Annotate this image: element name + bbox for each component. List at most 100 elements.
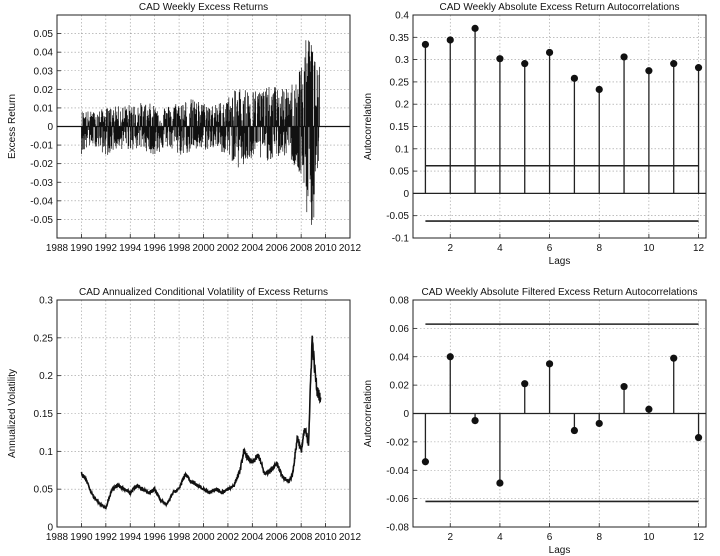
x-tick-label: 1990 bbox=[70, 532, 93, 543]
y-tick-label: -0.02 bbox=[386, 437, 409, 448]
stem-marker bbox=[670, 60, 678, 68]
x-tick-label: 1990 bbox=[70, 243, 93, 254]
x-tick-label: 2012 bbox=[339, 532, 362, 543]
y-tick-label: 0.35 bbox=[390, 33, 410, 44]
y-tick-label: 0 bbox=[47, 122, 53, 133]
y-tick-label: 0.02 bbox=[390, 381, 410, 392]
x-tick-label: 8 bbox=[596, 243, 602, 254]
y-axis-label: Autocorrelation bbox=[363, 93, 374, 160]
chart-title: CAD Annualized Conditional Volatility of… bbox=[79, 287, 328, 298]
stem-marker bbox=[521, 60, 529, 68]
y-tick-label: -0.01 bbox=[30, 141, 53, 152]
stem-marker bbox=[595, 419, 603, 428]
stem-marker bbox=[694, 64, 703, 72]
stem-marker bbox=[545, 48, 554, 57]
y-tick-label: 0.15 bbox=[390, 122, 410, 133]
y-tick-label: 0.25 bbox=[34, 333, 54, 344]
stem-marker bbox=[496, 479, 504, 487]
x-tick-label: 4 bbox=[497, 243, 503, 254]
y-tick-label: 0.1 bbox=[39, 447, 53, 458]
chart-title: CAD Weekly Absolute Excess Return Autoco… bbox=[440, 2, 680, 13]
x-tick-label: 2 bbox=[447, 532, 453, 543]
y-axis-label: Autocorrelation bbox=[363, 380, 374, 447]
y-tick-label: -0.08 bbox=[386, 523, 409, 534]
x-tick-label: 1998 bbox=[168, 532, 191, 543]
x-tick-label: 2006 bbox=[266, 243, 289, 254]
y-tick-label: -0.1 bbox=[392, 234, 410, 245]
x-tick-label: 1996 bbox=[144, 532, 167, 543]
x-tick-label: 1994 bbox=[119, 243, 142, 254]
x-tick-label: 8 bbox=[596, 532, 602, 543]
chart-title: CAD Weekly Excess Returns bbox=[139, 2, 268, 13]
chart-panel-2: 2 4 6 8 10 12 -0.1 -0.05 0 0.05 0.1 0.15 0.2 0.25 0.3 0… bbox=[363, 2, 707, 267]
y-tick-label: 0.25 bbox=[390, 77, 410, 88]
x-tick-label: 12 bbox=[693, 532, 705, 543]
x-tick-label: 2008 bbox=[290, 243, 313, 254]
y-tick-label: -0.04 bbox=[30, 196, 53, 207]
x-tick-label: 1998 bbox=[168, 243, 191, 254]
chart-title: CAD Weekly Absolute Filtered Excess Retu… bbox=[421, 287, 697, 298]
x-tick-label: 2004 bbox=[241, 243, 264, 254]
x-tick-label: 2 bbox=[447, 243, 453, 254]
y-tick-label: 0 bbox=[403, 409, 409, 420]
x-tick-label: 2000 bbox=[192, 243, 215, 254]
y-tick-label: 0.02 bbox=[34, 85, 54, 96]
stem-marker bbox=[694, 434, 703, 442]
y-tick-label: -0.02 bbox=[30, 159, 53, 170]
y-axis-label: Excess Return bbox=[7, 94, 18, 159]
y-tick-label: 0 bbox=[47, 523, 53, 534]
stem-marker bbox=[595, 85, 603, 94]
stem-marker bbox=[471, 416, 479, 425]
y-tick-label: 0.08 bbox=[390, 296, 410, 307]
stem-marker bbox=[446, 36, 454, 44]
y-tick-label: 0.01 bbox=[34, 103, 54, 114]
x-tick-label: 1992 bbox=[95, 243, 118, 254]
stem-marker bbox=[421, 458, 430, 466]
x-tick-label: 2004 bbox=[241, 532, 264, 543]
series-volatility bbox=[80, 335, 322, 510]
y-tick-label: 0.3 bbox=[39, 296, 53, 307]
x-tick-label: 1994 bbox=[119, 532, 142, 543]
y-tick-label: -0.03 bbox=[30, 178, 53, 189]
y-tick-label: 0.04 bbox=[390, 352, 410, 363]
stem-marker bbox=[545, 360, 554, 368]
x-tick-label: 2010 bbox=[314, 243, 337, 254]
x-tick-label: 2012 bbox=[339, 243, 362, 254]
x-tick-label: 2008 bbox=[290, 532, 313, 543]
y-tick-label: -0.06 bbox=[386, 494, 409, 505]
y-tick-label: 0.05 bbox=[34, 29, 54, 40]
x-tick-label: 4 bbox=[497, 532, 503, 543]
stem-marker bbox=[620, 382, 628, 391]
stem-marker bbox=[471, 24, 479, 32]
x-tick-label: 6 bbox=[547, 532, 553, 543]
x-axis-label: Lags bbox=[549, 545, 571, 556]
y-tick-label: 0.4 bbox=[395, 11, 409, 22]
stem-marker bbox=[421, 40, 430, 49]
x-tick-label: 2000 bbox=[192, 532, 215, 543]
stem-marker bbox=[570, 426, 578, 435]
y-tick-label: 0.05 bbox=[390, 167, 410, 178]
x-tick-label: 1996 bbox=[144, 243, 167, 254]
x-axis-label: Lags bbox=[549, 256, 571, 267]
y-tick-label: 0.15 bbox=[34, 409, 54, 420]
y-tick-label: -0.05 bbox=[30, 215, 53, 226]
stem-marker bbox=[570, 74, 578, 82]
x-tick-label: 2010 bbox=[314, 532, 337, 543]
y-tick-label: -0.04 bbox=[386, 466, 409, 477]
y-tick-label: 0.03 bbox=[34, 66, 54, 77]
y-tick-label: 0.04 bbox=[34, 48, 54, 59]
stem-marker bbox=[496, 55, 504, 63]
chart-panel-3: 1988 1990 1992 1994 1996 1998 2000 2002 2004 2006… bbox=[7, 287, 362, 543]
x-tick-label: 1988 bbox=[46, 532, 69, 543]
x-tick-label: 2002 bbox=[217, 243, 240, 254]
chart-panel-1: 1988 1990 1992 1994 1996 1998 2000 2002 2004 2006… bbox=[7, 2, 362, 254]
x-tick-label: 12 bbox=[693, 243, 705, 254]
stem-marker bbox=[446, 353, 454, 361]
y-tick-label: 0.1 bbox=[395, 144, 409, 155]
x-tick-label: 1988 bbox=[46, 243, 69, 254]
series-returns bbox=[81, 40, 320, 225]
y-tick-label: 0.2 bbox=[39, 371, 53, 382]
y-tick-label: 0.05 bbox=[34, 485, 54, 496]
